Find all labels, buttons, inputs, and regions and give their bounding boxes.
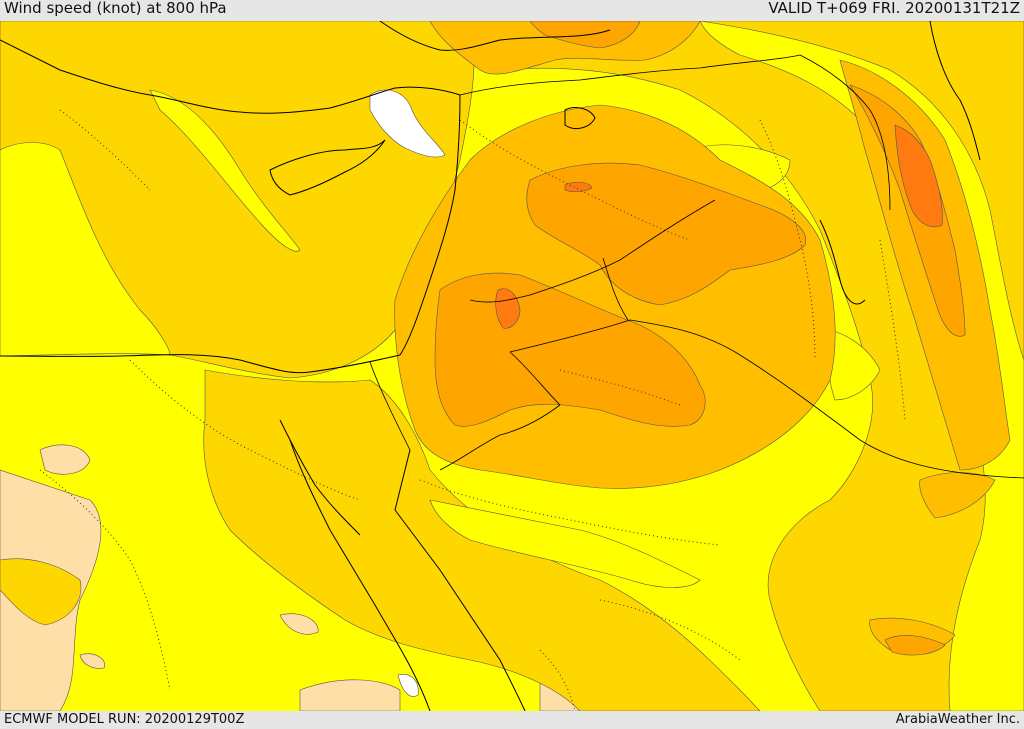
border-jordan-saudi [439, 351, 561, 471]
orange-region-zagros [849, 84, 966, 337]
yellow-streak-cyprus [149, 89, 301, 252]
white-patch-egypt [397, 674, 419, 697]
coast-red-sea-east [394, 509, 526, 711]
coast-cyprus [269, 139, 386, 196]
coast-gulf-suez [279, 419, 361, 536]
core-iran [894, 124, 943, 228]
tan-region-west-small [39, 444, 91, 475]
yellow-strip-south [429, 499, 701, 588]
coast-persian-gulf [819, 219, 866, 305]
border-iran-iraq [799, 54, 891, 211]
core-syria [564, 181, 593, 193]
isotach-dotted-lines [39, 109, 906, 711]
dotted-line-1 [39, 469, 171, 691]
border-syria-iraq [469, 199, 716, 303]
dotted-line-3 [459, 119, 691, 241]
dotted-line-9 [59, 109, 151, 191]
model-run-label: ECMWF MODEL RUN: 20200129T00Z [4, 712, 245, 727]
wind-speed-map [0, 21, 1024, 711]
dotted-line-2 [129, 359, 361, 501]
map-header: Wind speed (knot) at 800 hPa VALID T+069… [0, 0, 1024, 21]
coast-lake-van [564, 107, 596, 129]
amber-region-north [429, 21, 701, 75]
white-patch-turkey [369, 89, 446, 158]
coast-caspian [929, 21, 981, 161]
map-title: Wind speed (knot) at 800 hPa [4, 0, 227, 17]
coast-black-sea [379, 21, 611, 51]
border-iraq-saudi [509, 319, 1024, 479]
tan-region-bottom-left [299, 679, 401, 711]
tan-region-sw-2 [79, 653, 106, 669]
gold-region-sw [0, 558, 82, 626]
border-jordan [602, 257, 629, 321]
valid-time-label: VALID T+069 FRI. 20200131T21Z [768, 0, 1020, 17]
border-egypt-israel [369, 361, 411, 451]
dotted-line-8 [879, 239, 906, 421]
orange-region-north [529, 21, 641, 49]
coastlines [0, 21, 981, 711]
map-footer: ECMWF MODEL RUN: 20200129T00Z ArabiaWeat… [0, 711, 1024, 729]
credit-label: ArabiaWeather Inc. [895, 712, 1020, 727]
coast-gulf-aqaba [394, 449, 411, 511]
coast-levant [399, 94, 461, 356]
borders [369, 54, 1024, 479]
coast-egypt-north [0, 354, 401, 374]
orange-region-syria-iraq [526, 162, 807, 306]
border-turkey-syria [459, 54, 801, 96]
orange-region-se [884, 635, 946, 656]
coast-turkey [0, 39, 461, 114]
coast-red-sea-west [289, 439, 431, 711]
dotted-line-7 [599, 599, 741, 661]
dotted-line-6 [419, 479, 721, 546]
yellow-channel-mediterranean [0, 142, 171, 357]
tan-region-sw-small [279, 613, 319, 635]
